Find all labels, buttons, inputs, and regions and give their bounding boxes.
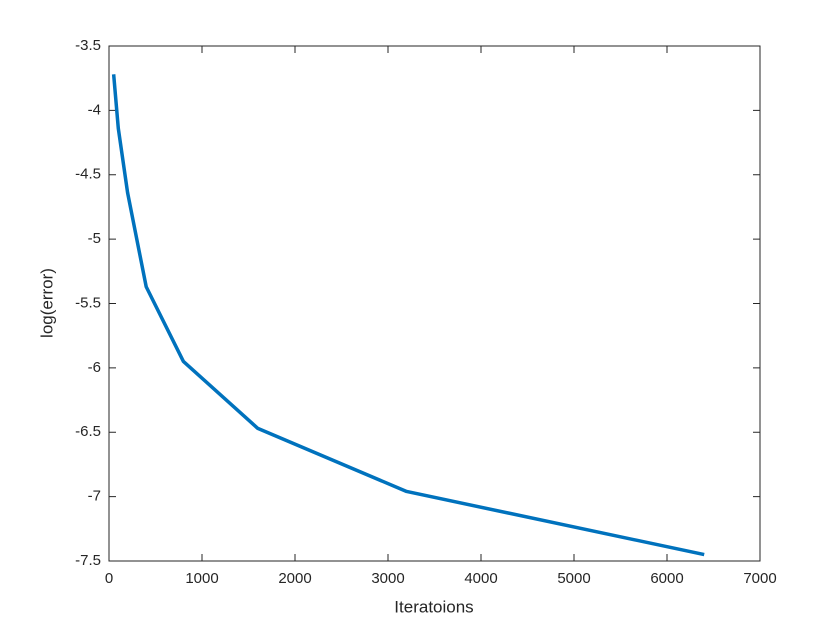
y-tick-label: -6.5	[75, 423, 101, 440]
x-tick-label: 3000	[371, 570, 404, 587]
x-axis-label: Iteratoions	[394, 597, 473, 616]
y-tick-label: -6	[88, 359, 101, 376]
x-tick-label: 0	[105, 570, 113, 587]
y-tick-label: -3.5	[75, 37, 101, 54]
y-tick-label: -5.5	[75, 294, 101, 311]
x-tick-label: 5000	[557, 570, 590, 587]
y-tick-label: -4.5	[75, 166, 101, 183]
y-axis-label: log(error)	[37, 268, 56, 338]
y-tick-label: -4	[88, 101, 101, 118]
x-tick-label: 7000	[743, 570, 776, 587]
y-tick-label: -5	[88, 230, 101, 247]
x-tick-label: 1000	[185, 570, 218, 587]
y-tick-label: -7	[88, 488, 101, 505]
x-tick-label: 6000	[650, 570, 683, 587]
x-tick-label: 2000	[278, 570, 311, 587]
y-tick-label: -7.5	[75, 552, 101, 569]
data-line	[111, 74, 705, 557]
x-tick-label: 4000	[464, 570, 497, 587]
